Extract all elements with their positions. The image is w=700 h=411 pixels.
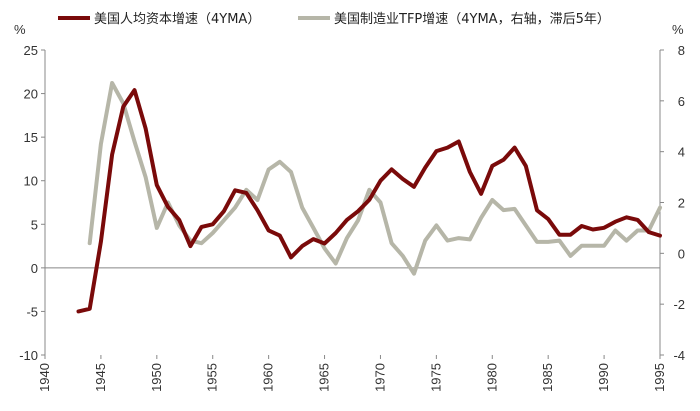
legend: 美国人均资本增速（4YMA） 美国制造业TFP增速（4YMA，右轴，滞后5年） — [58, 12, 610, 27]
right-tick-label: -4 — [673, 348, 685, 363]
series-layer — [76, 81, 662, 314]
x-tick-label: 1975 — [428, 363, 443, 392]
right-tick-label: 0 — [678, 246, 685, 261]
left-tick-label: -10 — [19, 348, 38, 363]
x-tick-label: 1945 — [93, 363, 108, 392]
right-tick-label: 8 — [678, 43, 685, 58]
x-tick-label: 1990 — [596, 363, 611, 392]
left-tick-label: 5 — [31, 217, 38, 232]
legend-item-capital: 美国人均资本增速（4YMA） — [58, 12, 260, 27]
x-tick-label: 1970 — [372, 363, 387, 392]
left-axis-unit: % — [14, 22, 26, 37]
right-tick-label: 4 — [678, 145, 685, 160]
legend-label-tfp: 美国制造业TFP增速（4YMA，右轴，滞后5年） — [334, 12, 610, 27]
x-tick-label: 1995 — [652, 363, 667, 392]
right-axis-unit: % — [672, 22, 684, 37]
right-tick-label: 6 — [678, 94, 685, 109]
left-tick-label: 10 — [24, 174, 38, 189]
x-tick-label: 1965 — [317, 363, 332, 392]
left-tick-label: 20 — [24, 87, 38, 102]
left-tick-label: 0 — [31, 261, 38, 276]
legend-item-tfp: 美国制造业TFP增速（4YMA，右轴，滞后5年） — [298, 12, 610, 27]
x-tick-label: 1955 — [205, 363, 220, 392]
left-tick-label: -5 — [26, 304, 38, 319]
series-line-tfp — [87, 81, 662, 276]
x-tick-label: 1960 — [261, 363, 276, 392]
x-tick-label: 1940 — [37, 363, 52, 392]
x-tick-label: 1985 — [540, 363, 555, 392]
x-tick-label: 1980 — [484, 363, 499, 392]
left-tick-label: 15 — [24, 130, 38, 145]
legend-label-capital: 美国人均资本增速（4YMA） — [94, 12, 260, 27]
x-tick-label: 1950 — [149, 363, 164, 392]
right-tick-label: -2 — [673, 297, 685, 312]
left-tick-label: 25 — [24, 43, 38, 58]
series-line-capital — [76, 88, 662, 314]
axes: -10 -5 0 5 10 15 20 25 -4 -2 0 2 4 6 8 1940 1945 1950 1955… — [19, 43, 685, 392]
right-tick-label: 2 — [678, 196, 685, 211]
